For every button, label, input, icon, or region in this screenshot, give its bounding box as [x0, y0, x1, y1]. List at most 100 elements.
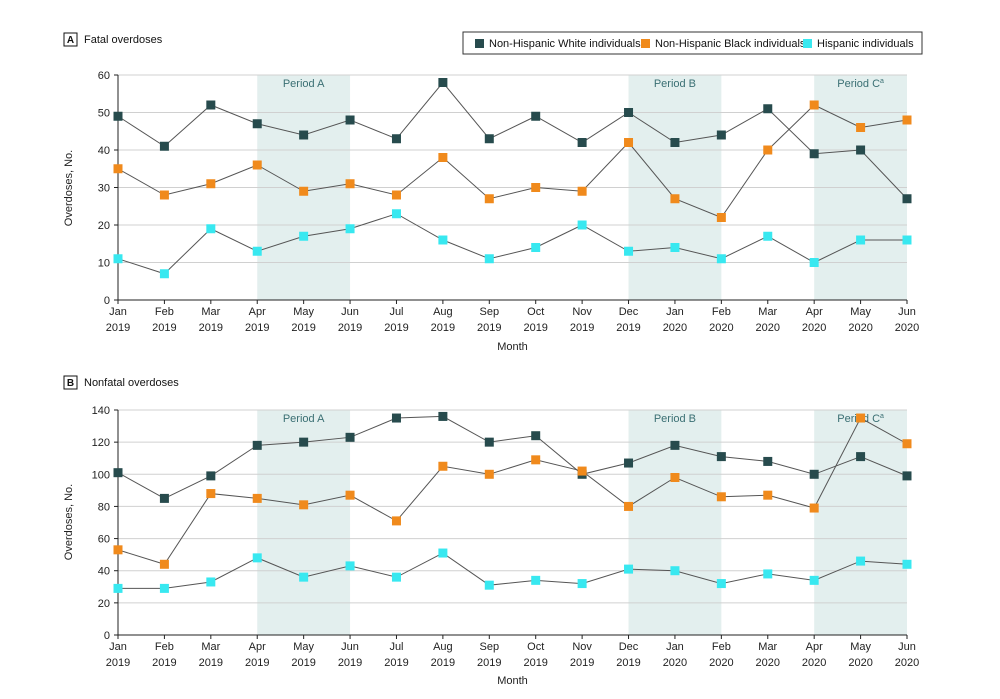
data-point — [856, 556, 866, 566]
y-tick-label: 40 — [98, 566, 110, 578]
x-tick-label-year: 2019 — [338, 322, 362, 334]
period-3: Period Ca — [814, 410, 907, 635]
data-point — [763, 456, 773, 466]
x-tick-label-year: 2020 — [848, 657, 872, 669]
data-point — [484, 194, 494, 204]
data-point — [531, 183, 541, 192]
data-point — [206, 489, 216, 499]
data-point — [809, 503, 819, 513]
data-point — [299, 500, 309, 510]
data-point — [763, 231, 773, 241]
x-tick-label-year: 2019 — [245, 322, 269, 334]
data-point — [345, 115, 355, 125]
x-tick-label-year: 2020 — [895, 322, 919, 334]
series-line — [118, 552, 908, 589]
data-point — [113, 545, 123, 555]
x-tick-label-year: 2019 — [199, 657, 223, 669]
x-tick-label-month: Feb — [712, 306, 731, 318]
data-point — [809, 149, 819, 159]
data-point — [670, 243, 680, 252]
data-point — [809, 469, 819, 479]
data-point — [159, 493, 169, 503]
period-label: Period A — [283, 413, 325, 425]
y-tick-label: 0 — [104, 295, 110, 307]
x-tick-label-month: Jan — [666, 306, 684, 318]
x-tick-label-year: 2019 — [570, 657, 594, 669]
data-point — [856, 452, 866, 462]
panel-title: Nonfatal overdoses — [84, 377, 179, 389]
x-tick-label-year: 2019 — [152, 322, 176, 334]
x-tick-label-year: 2020 — [756, 322, 780, 334]
data-point — [113, 164, 123, 174]
y-tick-label: 120 — [92, 437, 110, 449]
data-point — [252, 119, 262, 129]
panel-letter: A — [67, 35, 74, 46]
data-point — [624, 246, 634, 256]
x-tick-label-month: May — [293, 306, 314, 318]
x-tick-label-month: Aug — [433, 641, 453, 653]
x-tick-label-year: 2019 — [477, 657, 501, 669]
period-label: Period B — [654, 413, 696, 425]
y-ticks: 0 20 40 60 80 100 120 140 — [92, 405, 118, 642]
x-tick-label-year: 2019 — [106, 657, 130, 669]
panel-letter: B — [67, 378, 74, 389]
x-tick-label-year: 2020 — [709, 322, 733, 334]
data-point — [716, 492, 726, 502]
data-point — [206, 577, 216, 587]
period-band — [814, 410, 907, 635]
data-point — [345, 224, 355, 234]
data-point — [391, 413, 401, 423]
data-point — [577, 579, 587, 589]
x-tick-label-month: Sep — [480, 306, 500, 318]
x-tick-label-month: May — [293, 641, 314, 653]
data-point — [624, 458, 634, 468]
data-point — [670, 194, 680, 204]
data-point — [716, 452, 726, 462]
data-point — [577, 466, 587, 476]
data-point — [902, 235, 912, 245]
data-point — [531, 243, 541, 252]
data-point — [716, 579, 726, 589]
data-point — [624, 138, 634, 147]
x-tick-label-year: 2020 — [756, 657, 780, 669]
x-tick-label-year: 2019 — [570, 322, 594, 334]
series-2 — [113, 413, 912, 569]
gridlines — [118, 74, 907, 263]
data-point — [531, 455, 541, 465]
x-axis-title: Month — [497, 675, 528, 687]
data-point — [345, 561, 355, 571]
data-point — [531, 111, 541, 121]
data-point — [252, 246, 262, 256]
x-axis-title: Month — [497, 341, 528, 353]
x-tick-label-year: 2019 — [477, 322, 501, 334]
data-point — [206, 471, 216, 481]
data-point — [252, 160, 262, 170]
data-point — [763, 490, 773, 500]
data-point — [763, 145, 773, 155]
data-point — [299, 572, 309, 582]
y-axis-title: Overdoses, No. — [63, 150, 75, 226]
data-point — [391, 190, 401, 200]
data-point — [391, 209, 401, 219]
y-tick-label: 60 — [98, 70, 110, 82]
legend: Non-Hispanic White individuals Non-Hispan… — [462, 31, 923, 55]
legend-item-1: Non-Hispanic White individuals — [475, 38, 641, 50]
x-tick-label-year: 2020 — [848, 322, 872, 334]
y-tick-label: 140 — [92, 405, 110, 417]
x-tick-label-month: Apr — [806, 306, 823, 318]
data-point — [438, 548, 448, 558]
x-tick-label-year: 2019 — [384, 657, 408, 669]
x-tick-label-month: Apr — [806, 641, 823, 653]
data-point — [438, 235, 448, 245]
x-tick-label-year: 2020 — [709, 657, 733, 669]
data-point — [856, 235, 866, 245]
x-tick-label-month: Apr — [249, 641, 266, 653]
x-tick-label-month: Mar — [758, 641, 777, 653]
series-2 — [113, 100, 912, 222]
data-point — [763, 104, 773, 114]
y-tick-label: 60 — [98, 534, 110, 546]
data-point — [670, 138, 680, 147]
data-point — [438, 461, 448, 471]
period-band — [257, 410, 351, 635]
